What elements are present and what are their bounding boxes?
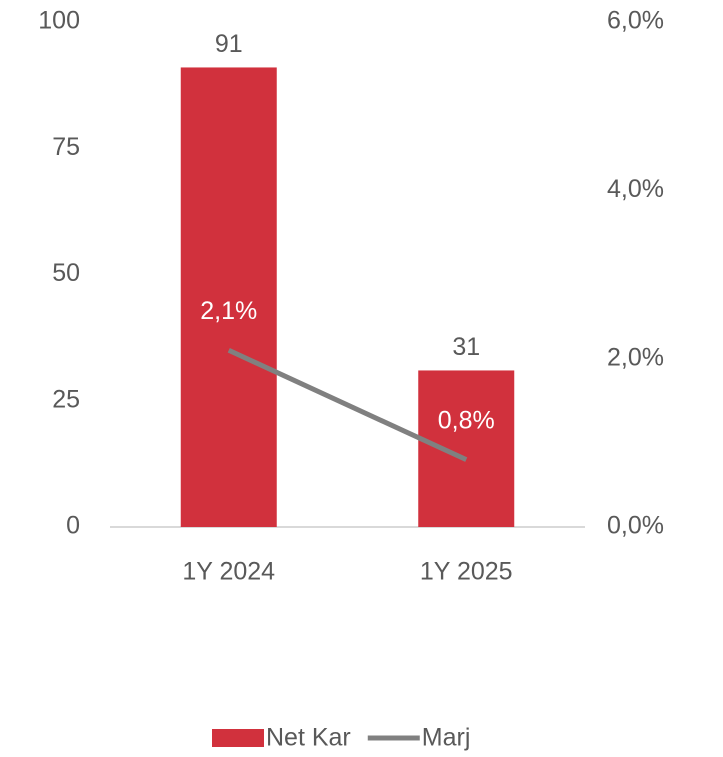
bar [418,370,515,527]
legend-swatch [212,729,264,747]
y2-tick-label: 2,0% [607,343,664,371]
line-value-label: 0,8% [438,406,495,434]
y-tick-label: 100 [38,7,80,35]
line-value-label: 2,1% [200,297,257,325]
y2-tick-label: 6,0% [607,7,664,35]
x-tick-label: 1Y 2024 [182,558,275,586]
y-tick-label: 50 [52,259,80,287]
bar [180,67,277,527]
y-tick-label: 75 [52,133,80,161]
y-tick-label: 25 [52,385,80,413]
y-tick-label: 0 [66,512,80,540]
x-tick-label: 1Y 2025 [420,558,513,586]
y2-tick-label: 0,0% [607,512,664,540]
line [227,347,468,462]
bar-value-label: 31 [452,333,480,361]
y2-tick-label: 4,0% [607,175,664,203]
legend-label: Marj [422,724,471,752]
bar-value-label: 91 [215,30,243,58]
legend-label: Net Kar [266,724,351,752]
